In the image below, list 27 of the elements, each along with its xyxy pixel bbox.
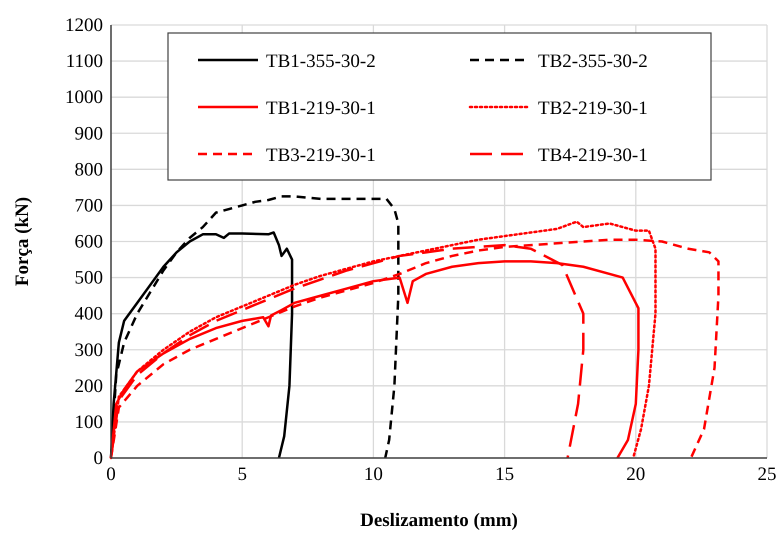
x-tick-label: 15 (495, 464, 514, 485)
y-tick-label: 400 (74, 304, 103, 325)
y-tick-label: 600 (74, 232, 103, 252)
x-tick-label: 20 (626, 464, 646, 485)
y-tick-label: 900 (74, 123, 103, 144)
y-tick-label: 300 (74, 340, 103, 361)
y-tick-label: 1100 (66, 51, 103, 72)
y-tick-label: 1200 (65, 15, 103, 36)
legend-label: TB4-219-30-1 (538, 145, 648, 166)
y-tick-label: 0 (94, 448, 103, 469)
y-axis-title: Força (kN) (12, 196, 33, 286)
y-tick-label: 200 (74, 376, 103, 397)
y-tick-label: 700 (74, 195, 103, 216)
x-axis-title: Deslizamento (mm) (360, 510, 518, 531)
legend-label: TB3-219-30-1 (266, 145, 376, 166)
y-tick-label: 800 (74, 159, 103, 180)
legend-label: TB2-219-30-1 (538, 98, 648, 119)
y-tick-label: 500 (74, 268, 103, 289)
legend-label: TB1-219-30-1 (266, 98, 376, 119)
x-tick-label: 0 (106, 464, 116, 485)
x-tick-label: 10 (364, 464, 383, 485)
x-tick-label: 25 (758, 464, 776, 485)
legend-label: TB1-355-30-2 (266, 51, 376, 72)
y-tick-label: 1000 (65, 87, 103, 108)
legend-label: TB2-355-30-2 (538, 51, 648, 72)
x-tick-label: 5 (237, 464, 247, 485)
y-tick-label: 100 (74, 412, 103, 433)
